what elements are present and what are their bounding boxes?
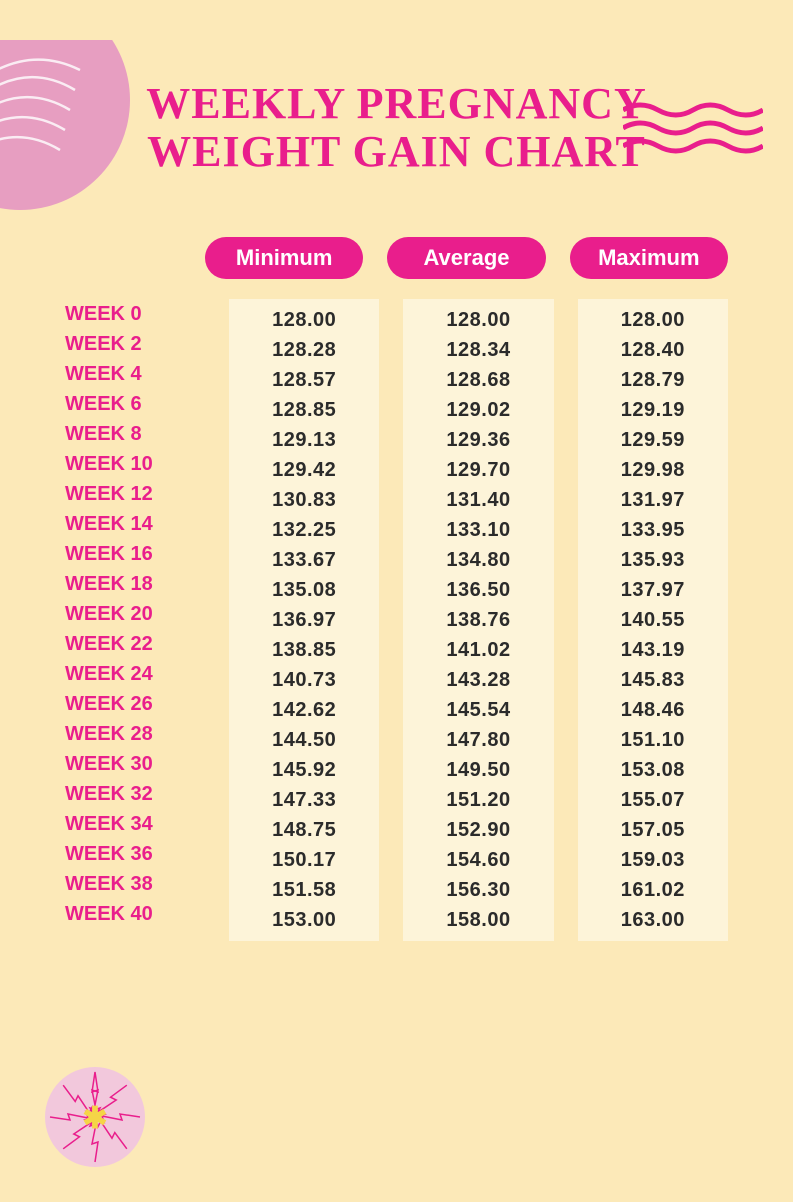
week-label: WEEK 14: [65, 509, 205, 539]
average-value: 129.36: [446, 425, 510, 455]
minimum-value: 132.25: [272, 515, 336, 545]
week-label: WEEK 0: [65, 299, 205, 329]
average-value: 128.34: [446, 335, 510, 365]
minimum-value: 140.73: [272, 665, 336, 695]
maximum-value: 129.98: [621, 455, 685, 485]
week-label: WEEK 18: [65, 569, 205, 599]
minimum-value: 133.67: [272, 545, 336, 575]
maximum-value: 131.97: [621, 485, 685, 515]
maximum-value: 157.05: [621, 815, 685, 845]
flower-decoration: ✱: [40, 1062, 150, 1172]
minimum-value: 130.83: [272, 485, 336, 515]
maximum-value: 140.55: [621, 605, 685, 635]
minimum-value: 136.97: [272, 605, 336, 635]
average-value: 128.68: [446, 365, 510, 395]
week-label: WEEK 34: [65, 809, 205, 839]
minimum-header: Minimum: [205, 237, 363, 279]
maximum-header: Maximum: [570, 237, 728, 279]
minimum-value: 128.00: [272, 305, 336, 335]
week-label: WEEK 22: [65, 629, 205, 659]
minimum-value: 148.75: [272, 815, 336, 845]
minimum-value: 129.42: [272, 455, 336, 485]
average-value: 147.80: [446, 725, 510, 755]
maximum-value: 151.10: [621, 725, 685, 755]
maximum-value: 135.93: [621, 545, 685, 575]
average-value: 152.90: [446, 815, 510, 845]
average-value: 129.70: [446, 455, 510, 485]
minimum-value: 144.50: [272, 725, 336, 755]
minimum-values-column: 128.00128.28128.57128.85129.13129.42130.…: [229, 299, 379, 941]
average-value: 149.50: [446, 755, 510, 785]
average-value: 141.02: [446, 635, 510, 665]
week-label: WEEK 38: [65, 869, 205, 899]
week-label: WEEK 6: [65, 389, 205, 419]
week-label: WEEK 20: [65, 599, 205, 629]
maximum-value: 148.46: [621, 695, 685, 725]
average-value: 134.80: [446, 545, 510, 575]
average-values-column: 128.00128.34128.68129.02129.36129.70131.…: [403, 299, 553, 941]
weight-gain-table: Minimum Average Maximum WEEK 0WEEK 2WEEK…: [0, 237, 793, 941]
minimum-value: 135.08: [272, 575, 336, 605]
week-label: WEEK 24: [65, 659, 205, 689]
average-value: 136.50: [446, 575, 510, 605]
average-value: 143.28: [446, 665, 510, 695]
maximum-value: 128.40: [621, 335, 685, 365]
minimum-value: 147.33: [272, 785, 336, 815]
minimum-value: 138.85: [272, 635, 336, 665]
average-header: Average: [387, 237, 545, 279]
week-label: WEEK 30: [65, 749, 205, 779]
minimum-value: 153.00: [272, 905, 336, 935]
maximum-value: 128.00: [621, 305, 685, 335]
average-value: 151.20: [446, 785, 510, 815]
minimum-value: 150.17: [272, 845, 336, 875]
svg-text:✱: ✱: [82, 1102, 107, 1135]
minimum-value: 128.85: [272, 395, 336, 425]
week-label: WEEK 36: [65, 839, 205, 869]
maximum-value: 153.08: [621, 755, 685, 785]
week-label: WEEK 26: [65, 689, 205, 719]
average-value: 133.10: [446, 515, 510, 545]
week-labels-column: WEEK 0WEEK 2WEEK 4WEEK 6WEEK 8WEEK 10WEE…: [65, 299, 205, 941]
minimum-value: 142.62: [272, 695, 336, 725]
minimum-value: 128.28: [272, 335, 336, 365]
minimum-value: 128.57: [272, 365, 336, 395]
maximum-value: 161.02: [621, 875, 685, 905]
week-label: WEEK 2: [65, 329, 205, 359]
week-label: WEEK 32: [65, 779, 205, 809]
average-value: 158.00: [446, 905, 510, 935]
maximum-value: 155.07: [621, 785, 685, 815]
week-label: WEEK 4: [65, 359, 205, 389]
maximum-value: 129.19: [621, 395, 685, 425]
maximum-values-column: 128.00128.40128.79129.19129.59129.98131.…: [578, 299, 728, 941]
wave-lines-decoration: [623, 100, 763, 160]
average-value: 154.60: [446, 845, 510, 875]
average-value: 131.40: [446, 485, 510, 515]
minimum-value: 151.58: [272, 875, 336, 905]
average-value: 129.02: [446, 395, 510, 425]
average-value: 138.76: [446, 605, 510, 635]
minimum-value: 145.92: [272, 755, 336, 785]
corner-swirl-decoration: [0, 40, 160, 240]
maximum-value: 159.03: [621, 845, 685, 875]
average-value: 128.00: [446, 305, 510, 335]
maximum-value: 145.83: [621, 665, 685, 695]
week-label: WEEK 12: [65, 479, 205, 509]
minimum-value: 129.13: [272, 425, 336, 455]
maximum-value: 129.59: [621, 425, 685, 455]
average-value: 145.54: [446, 695, 510, 725]
maximum-value: 137.97: [621, 575, 685, 605]
average-value: 156.30: [446, 875, 510, 905]
week-label: WEEK 16: [65, 539, 205, 569]
week-label: WEEK 8: [65, 419, 205, 449]
week-label: WEEK 40: [65, 899, 205, 929]
maximum-value: 128.79: [621, 365, 685, 395]
column-headers: Minimum Average Maximum: [205, 237, 728, 279]
week-label: WEEK 28: [65, 719, 205, 749]
maximum-value: 133.95: [621, 515, 685, 545]
maximum-value: 163.00: [621, 905, 685, 935]
week-label: WEEK 10: [65, 449, 205, 479]
maximum-value: 143.19: [621, 635, 685, 665]
